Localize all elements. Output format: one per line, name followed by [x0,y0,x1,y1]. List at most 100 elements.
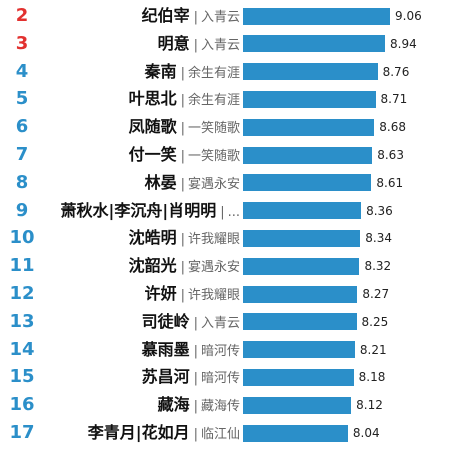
bar-label: 林晏 | 宴遇永安 [144,172,240,192]
value-label: 8.25 [361,314,389,329]
label-separator: | [180,149,185,164]
value-label: 8.27 [362,287,390,301]
character-name: 司徒岭 [141,311,190,331]
bar-label: 明意 | 入青云 [157,33,240,53]
value-label: 8.76 [382,64,410,79]
bar-label: 纪伯宰 | 入青云 [141,6,240,25]
value-bar [243,90,376,108]
bar-label: 秦南 | 余生有涯 [144,61,240,81]
value-label: 8.61 [376,175,404,190]
label-separator: | [180,65,185,81]
bar-label: 沈皓明 | 许我耀眼 [128,228,240,248]
rank-number: 6 [15,116,29,138]
value-label: 8.21 [359,342,387,357]
rank-number: 9 [15,199,29,221]
label-separator: | [193,37,198,53]
rank-number: 10 [9,227,35,249]
character-name: 李青月|花如月 [87,423,190,442]
rank-number: 4 [15,60,29,82]
bar-label: 许妍 | 许我耀眼 [144,284,240,303]
bar-label: 司徒岭 | 入青云 [141,311,240,331]
value-label: 8.34 [365,231,392,246]
bar-label: 藏海 | 藏海传 [158,397,240,415]
character-name: 秦南 [144,61,177,81]
value-bar [243,285,358,303]
character-name: 明意 [157,33,190,53]
bar-label: 沈韶光 | 宴遇永安 [128,256,240,276]
show-title: 余生有涯 [187,65,240,81]
value-label: 8.12 [356,398,383,413]
character-name: 沈皓明 [128,228,177,248]
value-bar [243,174,372,192]
character-name: 萧秋水|李沉舟|肖明明 [60,200,217,220]
rank-number: 7 [15,144,29,165]
value-bar [243,118,375,136]
value-bar [243,229,361,247]
bar-label: 凤随歌 | 一笑随歌 [129,119,240,137]
rank-number: 11 [9,255,35,277]
label-separator: | [180,232,185,248]
show-title: ... [227,204,240,220]
rank-number: 2 [15,5,29,26]
rank-number: 14 [9,338,35,360]
label-separator: | [193,315,198,331]
character-name: 纪伯宰 [141,6,190,25]
value-label: 8.71 [380,92,408,107]
bar-label: 叶思北 | 余生有涯 [128,89,240,109]
label-separator: | [180,176,185,192]
label-separator: | [220,204,225,220]
value-label: 8.04 [352,426,380,440]
value-bar [243,424,348,442]
bar-label: 李青月|花如月 | 临江仙 [87,423,240,442]
show-title: 一笑随歌 [187,121,240,137]
show-title: 暗河传 [200,343,240,359]
character-name: 沈韶光 [128,256,177,276]
rank-number: 16 [9,394,35,416]
rank-number: 13 [9,310,35,332]
value-bar [243,35,386,53]
character-name: 叶思北 [128,89,177,109]
character-name: 许妍 [144,284,177,303]
value-bar [243,202,362,220]
show-title: 余生有涯 [187,93,240,109]
show-title: 许我耀眼 [187,232,240,248]
character-name: 慕雨墨 [141,339,190,359]
rank-number: 8 [15,171,29,193]
bar-label: 苏昌河 | 暗河传 [141,367,240,387]
rank-number: 5 [15,88,29,110]
value-bar [243,313,357,331]
value-label: 8.36 [366,203,393,218]
value-bar [243,146,373,164]
rank-number: 3 [15,32,29,54]
show-title: 许我耀眼 [187,288,240,303]
show-title: 一笑随歌 [187,149,240,164]
show-title: 宴遇永安 [187,176,240,192]
value-label: 8.18 [358,370,386,385]
character-name: 苏昌河 [141,367,190,387]
label-separator: | [180,260,185,276]
label-separator: | [193,427,198,442]
label-separator: | [180,93,185,109]
show-title: 暗河传 [200,371,240,387]
show-title: 临江仙 [200,427,240,442]
rank-number: 12 [9,283,35,304]
value-label: 8.63 [377,148,404,162]
value-label: 9.06 [395,9,422,23]
value-bar [243,7,390,25]
value-bar [243,368,354,386]
show-title: 宴遇永安 [187,260,240,276]
value-label: 8.94 [390,36,417,51]
label-separator: | [180,288,185,303]
value-label: 8.32 [364,259,392,274]
value-label: 8.68 [379,120,407,135]
show-title: 入青云 [200,10,240,25]
label-separator: | [193,343,198,359]
label-separator: | [193,399,198,415]
bar-label: 慕雨墨 | 暗河传 [141,339,240,359]
character-name: 林晏 [144,172,177,192]
show-title: 入青云 [200,37,240,53]
value-bar [243,257,360,275]
value-bar [243,341,355,359]
show-title: 入青云 [200,315,240,331]
